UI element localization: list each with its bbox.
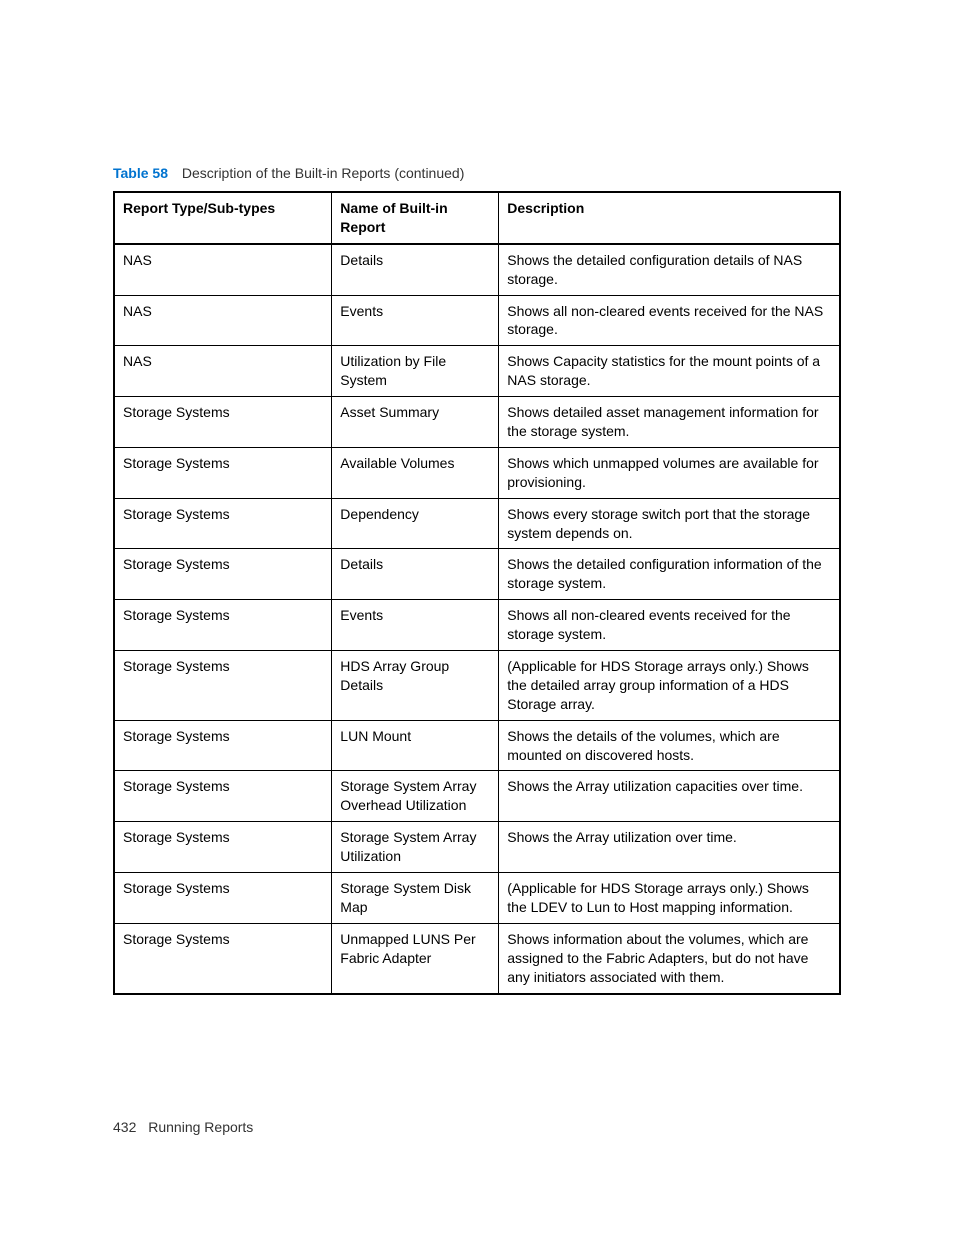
cell-report-name: Available Volumes [332,447,499,498]
cell-report-name: Storage System Array Overhead Utilizatio… [332,771,499,822]
table-row: Storage SystemsDetailsShows the detailed… [114,549,840,600]
cell-report-type: Storage Systems [114,873,332,924]
cell-report-type: Storage Systems [114,923,332,993]
table-row: Storage SystemsStorage System Array Over… [114,771,840,822]
cell-report-name: Dependency [332,498,499,549]
cell-report-name: Storage System Array Utilization [332,822,499,873]
footer-title: Running Reports [148,1119,253,1135]
table-row: Storage SystemsAsset SummaryShows detail… [114,397,840,448]
cell-report-name: Events [332,600,499,651]
cell-report-name: Storage System Disk Map [332,873,499,924]
table-row: Storage SystemsStorage System Array Util… [114,822,840,873]
cell-report-type: Storage Systems [114,771,332,822]
cell-description: Shows the detailed configuration details… [499,244,840,295]
cell-report-type: Storage Systems [114,651,332,721]
table-row: Storage SystemsLUN MountShows the detail… [114,720,840,771]
cell-report-name: HDS Array Group Details [332,651,499,721]
cell-report-type: Storage Systems [114,600,332,651]
cell-description: Shows Capacity statistics for the mount … [499,346,840,397]
cell-description: Shows the Array utilization over time. [499,822,840,873]
cell-report-type: Storage Systems [114,822,332,873]
cell-report-type: Storage Systems [114,720,332,771]
caption-label: Table 58 [113,165,168,181]
table-row: Storage SystemsUnmapped LUNS Per Fabric … [114,923,840,993]
cell-report-name: LUN Mount [332,720,499,771]
cell-report-name: Utilization by File System [332,346,499,397]
cell-description: Shows detailed asset management informat… [499,397,840,448]
cell-description: Shows all non-cleared events received fo… [499,295,840,346]
cell-report-type: Storage Systems [114,447,332,498]
cell-report-type: NAS [114,295,332,346]
page-number: 432 [113,1119,136,1135]
cell-description: Shows the Array utilization capacities o… [499,771,840,822]
table-row: Storage SystemsDependencyShows every sto… [114,498,840,549]
th-description: Description [499,192,840,244]
cell-description: Shows all non-cleared events received fo… [499,600,840,651]
table-caption: Table 58 Description of the Built-in Rep… [113,165,841,181]
cell-report-name: Asset Summary [332,397,499,448]
table-row: Storage SystemsAvailable VolumesShows wh… [114,447,840,498]
cell-report-type: Storage Systems [114,549,332,600]
th-report-type: Report Type/Sub-types [114,192,332,244]
cell-report-name: Details [332,549,499,600]
cell-description: Shows information about the volumes, whi… [499,923,840,993]
cell-report-name: Details [332,244,499,295]
table-row: NASDetailsShows the detailed configurati… [114,244,840,295]
table-row: Storage SystemsStorage System Disk Map(A… [114,873,840,924]
table-row: Storage SystemsHDS Array Group Details(A… [114,651,840,721]
cell-report-name: Unmapped LUNS Per Fabric Adapter [332,923,499,993]
cell-report-type: NAS [114,244,332,295]
table-header-row: Report Type/Sub-types Name of Built-in R… [114,192,840,244]
cell-description: Shows the details of the volumes, which … [499,720,840,771]
table-row: NASEventsShows all non-cleared events re… [114,295,840,346]
th-report-name: Name of Built-in Report [332,192,499,244]
table-row: NASUtilization by File SystemShows Capac… [114,346,840,397]
table-row: Storage SystemsEventsShows all non-clear… [114,600,840,651]
cell-report-type: NAS [114,346,332,397]
cell-description: Shows every storage switch port that the… [499,498,840,549]
cell-description: (Applicable for HDS Storage arrays only.… [499,651,840,721]
cell-description: (Applicable for HDS Storage arrays only.… [499,873,840,924]
cell-report-name: Events [332,295,499,346]
reports-table: Report Type/Sub-types Name of Built-in R… [113,191,841,995]
cell-description: Shows which unmapped volumes are availab… [499,447,840,498]
table-body: NASDetailsShows the detailed configurati… [114,244,840,994]
cell-report-type: Storage Systems [114,397,332,448]
cell-description: Shows the detailed configuration informa… [499,549,840,600]
page-footer: 432 Running Reports [113,1119,253,1135]
caption-text: Description of the Built-in Reports (con… [182,165,464,181]
cell-report-type: Storage Systems [114,498,332,549]
